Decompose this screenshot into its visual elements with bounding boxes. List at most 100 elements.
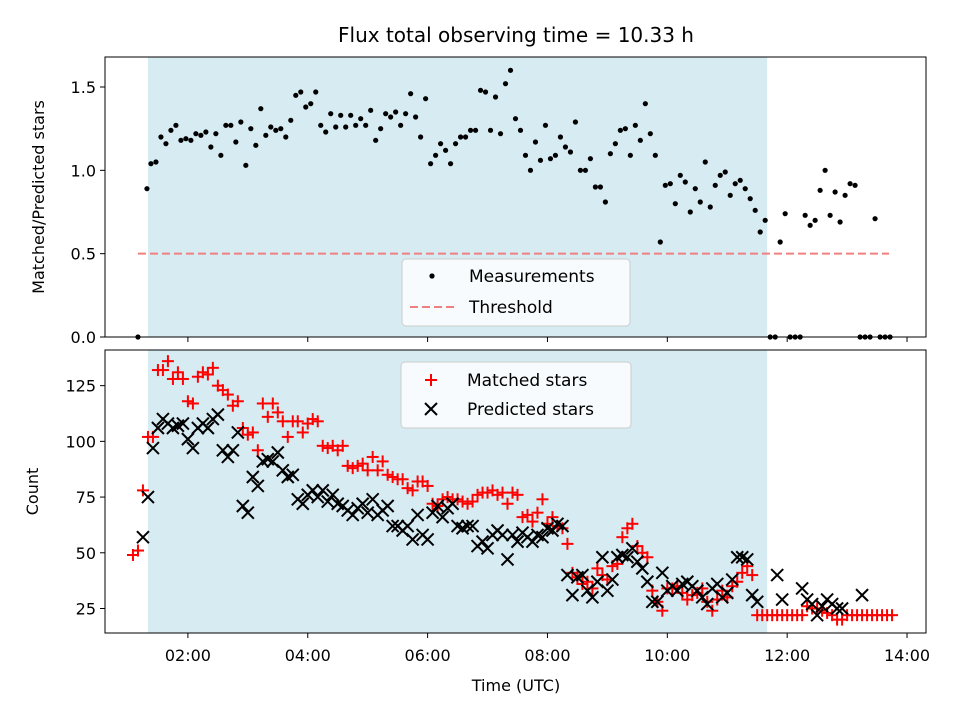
- matched-star-point: [356, 457, 369, 470]
- predicted-star-point: [635, 561, 650, 576]
- measurement-point: [333, 124, 339, 130]
- measurement-point: [732, 181, 738, 187]
- measurement-point: [368, 107, 374, 113]
- measurement-point: [567, 149, 574, 155]
- measurement-points: [135, 67, 893, 340]
- measurement-point: [144, 186, 150, 192]
- measurement-point: [472, 127, 479, 133]
- predicted-star-point: [176, 416, 190, 431]
- predicted-star-point: [405, 532, 420, 547]
- matched-star-point: [311, 415, 324, 428]
- predicted-star-point: [720, 586, 734, 600]
- measurement-point: [597, 184, 603, 190]
- count-panel: 25 50 75 100 125 02:00 04:00 06:00 08:00 10:00 12…: [23, 349, 930, 695]
- predicted-star-point: [226, 443, 240, 457]
- matched-star-point: [511, 488, 524, 501]
- legend-matched-label: Matched stars: [467, 371, 587, 391]
- predicted-star-point: [146, 441, 160, 455]
- count-y-tick-label: 75: [76, 488, 96, 507]
- predicted-star-point: [141, 490, 155, 504]
- matched-star-point: [266, 397, 279, 410]
- measurement-point: [477, 87, 484, 93]
- measurement-point: [852, 182, 858, 188]
- measurement-point: [418, 134, 424, 140]
- predicted-star-point: [276, 463, 290, 478]
- measurement-point: [507, 67, 514, 73]
- measurement-point: [328, 111, 334, 117]
- measurement-point: [822, 167, 828, 173]
- predicted-star-point: [201, 421, 215, 435]
- measurement-point: [193, 131, 199, 137]
- matched-star-point: [581, 575, 594, 588]
- measurement-point: [777, 239, 783, 245]
- count-y-ticks: 25 50 75 100 125: [65, 377, 105, 618]
- measurement-point: [238, 119, 244, 125]
- predicted-star-point: [630, 554, 645, 569]
- matched-star-point: [186, 397, 199, 410]
- measurement-point: [373, 137, 379, 143]
- measurement-point: [348, 112, 354, 118]
- predicted-star-point: [620, 550, 635, 564]
- measurement-point: [178, 137, 184, 143]
- measurement-point: [802, 212, 808, 218]
- matched-star-point: [641, 551, 654, 564]
- predicted-star-point: [311, 490, 325, 504]
- matched-star-point: [251, 444, 264, 457]
- measurement-point: [812, 217, 818, 223]
- measurement-point: [547, 156, 554, 162]
- measurement-point: [353, 122, 359, 128]
- predicted-star-point: [435, 510, 450, 524]
- measurement-point: [537, 157, 544, 163]
- predicted-star-point: [745, 588, 759, 602]
- predicted-star-point: [365, 492, 380, 507]
- measurement-point: [542, 122, 549, 128]
- predicted-star-point: [326, 488, 340, 502]
- measurement-point: [692, 186, 698, 192]
- predicted-star-point: [605, 572, 620, 587]
- predicted-star-point: [345, 508, 360, 522]
- measurement-point: [517, 127, 524, 133]
- measurement-point: [273, 127, 279, 133]
- measurement-point: [712, 182, 718, 188]
- matched-star-point: [136, 484, 149, 497]
- measurement-point: [198, 132, 204, 138]
- matched-star-point: [291, 415, 304, 428]
- matched-star-point: [366, 450, 379, 463]
- measurement-point: [847, 181, 853, 187]
- measurement-point: [707, 204, 713, 210]
- measurement-point: [383, 111, 389, 117]
- x-tick-label: 04:00: [285, 646, 331, 665]
- matched-star-point: [271, 406, 284, 419]
- ratio-y-axis-label: Matched/Predicted stars: [29, 100, 48, 294]
- predicted-star-point: [286, 468, 300, 482]
- predicted-star-point: [730, 550, 744, 564]
- matched-star-point: [376, 455, 389, 468]
- matched-star-point: [616, 531, 629, 544]
- measurement-point: [263, 132, 269, 138]
- measurement-point: [298, 89, 304, 95]
- measurement-point: [737, 177, 743, 183]
- matched-star-point: [206, 361, 219, 374]
- predicted-star-point: [650, 595, 665, 609]
- measurement-point: [592, 184, 599, 190]
- measurement-point: [837, 219, 843, 225]
- measurement-point: [437, 141, 444, 147]
- predicted-star-point: [355, 497, 370, 511]
- matched-star-point: [171, 366, 184, 379]
- x-tick-label: 12:00: [764, 646, 810, 665]
- measurement-point: [487, 127, 494, 133]
- predicted-star-point: [810, 608, 824, 622]
- measurement-point: [338, 112, 344, 118]
- matched-star-point: [546, 511, 559, 524]
- predicted-star-point: [640, 575, 655, 589]
- predicted-star-point: [625, 541, 640, 556]
- predicted-star-point: [296, 497, 310, 511]
- measurement-point: [393, 109, 399, 115]
- measurement-point: [318, 122, 324, 128]
- matched-star-point: [156, 364, 169, 377]
- predicted-star-point: [460, 519, 475, 533]
- measurement-point: [522, 152, 529, 158]
- measurement-point: [587, 156, 594, 162]
- measurement-point: [188, 137, 194, 143]
- measurement-point: [757, 229, 763, 235]
